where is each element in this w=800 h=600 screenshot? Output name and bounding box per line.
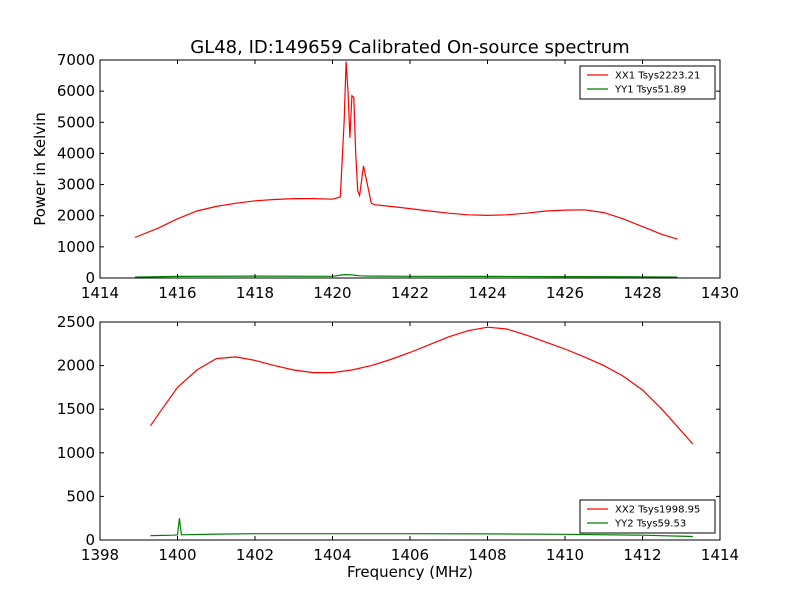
figure-title: GL48, ID:149659 Calibrated On-source spe… xyxy=(190,37,629,58)
x-tick-label: 1416 xyxy=(158,284,196,302)
legend-label-2: YY2 Tsys59.53 xyxy=(614,519,686,530)
x-tick-label: 1400 xyxy=(158,546,196,564)
y-tick-label: 6000 xyxy=(57,82,95,100)
x-tick-label: 1428 xyxy=(623,284,661,302)
legend-label-1: XX1 Tsys2223.21 xyxy=(615,71,700,82)
y-tick-label: 1000 xyxy=(57,238,95,256)
legend-label-2: YY1 Tsys51.89 xyxy=(614,85,686,96)
x-tick-label: 1402 xyxy=(236,546,274,564)
series-line-1 xyxy=(149,326,694,445)
legend-label-1: XX2 Tsys1998.95 xyxy=(615,505,700,516)
x-tick-label: 1430 xyxy=(701,284,739,302)
x-tick-label: 1410 xyxy=(546,546,584,564)
x-tick-label: 1398 xyxy=(81,546,119,564)
y-tick-label: 2000 xyxy=(57,357,95,375)
x-tick-label: 1414 xyxy=(701,546,739,564)
x-tick-label: 1422 xyxy=(391,284,429,302)
x-tick-label: 1418 xyxy=(236,284,274,302)
y-tick-label: 2500 xyxy=(57,313,95,331)
y-tick-label: 0 xyxy=(85,269,95,287)
y-tick-label: 3000 xyxy=(57,176,95,194)
y-tick-label: 4000 xyxy=(57,144,95,162)
x-tick-label: 1408 xyxy=(468,546,506,564)
y-tick-label: 500 xyxy=(66,487,95,505)
x-tick-label: 1420 xyxy=(313,284,351,302)
legend-box xyxy=(579,65,716,100)
x-axis-label: Frequency (MHz) xyxy=(347,563,473,581)
y-tick-label: 0 xyxy=(85,531,95,549)
x-tick-label: 1424 xyxy=(468,284,506,302)
y-tick-label: 7000 xyxy=(57,51,95,69)
y-tick-label: 2000 xyxy=(57,207,95,225)
top-spectrum-chart: 1414 1416 1418 1420 1422 1424 1426 1428 1430 0 100… xyxy=(31,51,739,302)
y-tick-label: 1500 xyxy=(57,400,95,418)
x-tick-label: 1426 xyxy=(546,284,584,302)
legend-box xyxy=(579,499,716,534)
y-tick-label: 5000 xyxy=(57,113,95,131)
y-tick-label: 1000 xyxy=(57,444,95,462)
y-axis-label: Power in Kelvin xyxy=(31,112,49,226)
series-line-1 xyxy=(134,61,678,240)
series-line-2 xyxy=(150,518,693,538)
x-tick-label: 1414 xyxy=(81,284,119,302)
bottom-spectrum-chart: 1398 1400 1402 1404 1406 1408 1410 1412 1414 0 500… xyxy=(57,313,739,581)
x-tick-label: 1406 xyxy=(391,546,429,564)
x-tick-label: 1404 xyxy=(313,546,351,564)
x-tick-label: 1412 xyxy=(623,546,661,564)
